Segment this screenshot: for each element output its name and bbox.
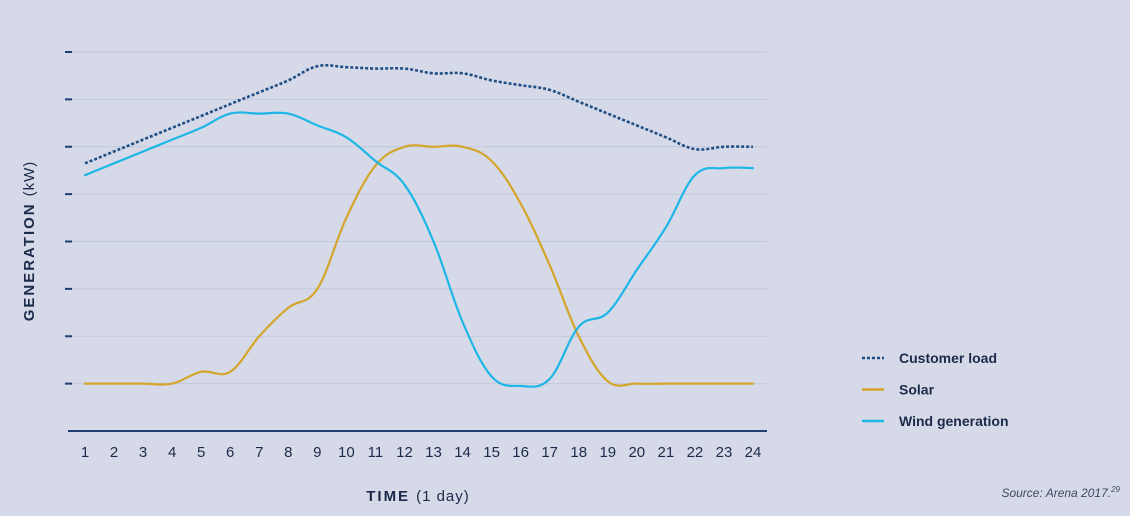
- x-axis-title: TIME (1 day): [366, 488, 470, 505]
- x-tick-label: 5: [197, 444, 205, 461]
- x-tick-label: 11: [368, 444, 384, 461]
- x-axis-tick-labels: 1 2 3 4 5 6 7 8 9 10 11 12 13 14 15 16 17 18 19 20 21 22 23 24: [81, 444, 762, 461]
- legend-label-customer-load: Customer load: [899, 350, 997, 366]
- x-tick-label: 1: [81, 444, 89, 461]
- x-tick-label: 2: [110, 444, 118, 461]
- x-tick-label: 19: [599, 444, 616, 461]
- x-tick-label: 8: [284, 444, 292, 461]
- legend-label-wind-generation: Wind generation: [899, 413, 1009, 429]
- gridlines: [68, 51, 767, 385]
- x-tick-label: 16: [512, 444, 529, 461]
- x-tick-label: 4: [168, 444, 176, 461]
- legend: Customer load Solar Wind generation: [862, 350, 1009, 429]
- source-footnote: 29: [1110, 485, 1120, 494]
- x-tick-label: 24: [745, 444, 762, 461]
- source-note: Source: Arena 2017.29: [1001, 485, 1120, 500]
- x-tick-label: 14: [454, 444, 471, 461]
- x-tick-label: 21: [658, 444, 675, 461]
- y-axis-title: GENERATION(kW): [21, 161, 38, 322]
- x-tick-label: 13: [425, 444, 442, 461]
- x-tick-label: 17: [541, 444, 558, 461]
- x-tick-label: 10: [338, 444, 355, 461]
- x-tick-label: 18: [570, 444, 587, 461]
- x-tick-label: 6: [226, 444, 234, 461]
- x-tick-label: 12: [396, 444, 413, 461]
- x-tick-label: 15: [483, 444, 500, 461]
- x-tick-label: 20: [628, 444, 645, 461]
- series-line-customer-load: [84, 63, 754, 165]
- series-lines: [83, 63, 755, 388]
- x-tick-label: 22: [687, 444, 704, 461]
- x-tick-label: 9: [313, 444, 321, 461]
- y-axis-ticks: [65, 51, 72, 385]
- legend-label-solar: Solar: [899, 382, 935, 398]
- series-line-wind-generation: [83, 111, 755, 388]
- series-line-solar: [83, 144, 755, 387]
- x-tick-label: 3: [139, 444, 147, 461]
- x-tick-label: 23: [716, 444, 733, 461]
- x-tick-label: 7: [255, 444, 263, 461]
